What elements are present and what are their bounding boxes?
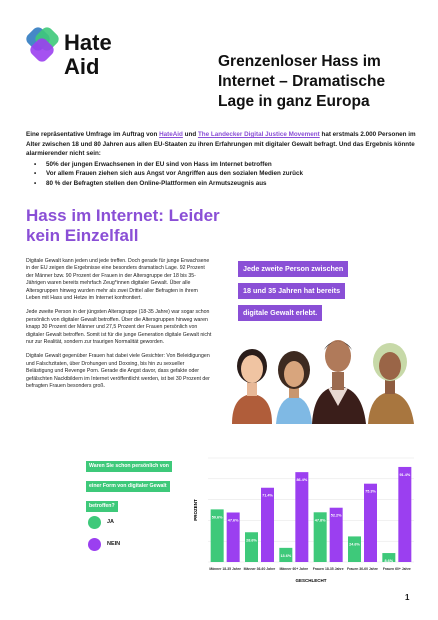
survey-question-line: einer Form von digitaler Gewalt (86, 481, 170, 492)
legend-label-nein: NEIN (107, 541, 121, 547)
hateaid-link[interactable]: HateAid (159, 131, 183, 138)
highlight-quote: Jede zweite Person zwischen 18 und 35 Ja… (238, 258, 358, 324)
person-1-illustration (232, 349, 272, 424)
chart-bar-ja (348, 536, 361, 562)
bar-value-label: 91.4% (399, 473, 410, 477)
bar-value-label: 52.2% (331, 514, 342, 518)
chart-bar-nein (261, 487, 274, 562)
person-4-illustration (368, 343, 414, 424)
chart-bar-nein (364, 483, 377, 562)
logo-line-1: Hate (64, 30, 112, 55)
bar-value-label: 47.6% (228, 518, 239, 522)
chart-bar-ja (382, 553, 396, 562)
people-illustration (232, 340, 414, 424)
chart-bar-nein (398, 466, 412, 562)
bar-value-label: 47.8% (315, 518, 326, 522)
bar-value-label: 24.6% (349, 542, 360, 546)
x-tick-label: Frauen 18-35 Jahre (313, 567, 344, 571)
survey-bar-chart: PROZENT 50.6% 47.6% Männer 18-35 Jahre 28.6%… (193, 457, 414, 583)
body-paragraph: Digitale Gewalt kann jeden und jede tref… (26, 258, 210, 302)
legend-item-nein: NEIN (88, 537, 120, 551)
legend-swatch-nein (88, 537, 101, 551)
person-3-illustration (312, 340, 366, 424)
chart-bar-ja (279, 547, 293, 562)
intro-bullet: Vor allem Frauen ziehen sich aus Angst v… (26, 169, 418, 179)
x-axis-label: GESCHLECHT (295, 578, 326, 583)
bar-value-label: 71.4% (262, 494, 273, 498)
intro-bullet: 50% der jungen Erwachsenen in der EU sin… (26, 160, 418, 170)
hateaid-logo-mark (26, 27, 59, 62)
legend-swatch-ja (88, 515, 101, 529)
chart-bar-ja (245, 532, 258, 562)
x-tick-label: Frauen 36-60 Jahre (347, 567, 378, 571)
survey-question: Waren Sie schon persönlich von einer For… (86, 454, 182, 514)
bar-value-label: 50.6% (212, 515, 223, 519)
page-headline: Grenzenloser Hass im Internet – Dramatis… (218, 53, 386, 110)
chart-bar-ja (313, 512, 327, 562)
bar-value-label: 86.4% (296, 478, 307, 482)
section-title: Hass im Internet: Leider kein Einzelfall (26, 206, 220, 245)
bar-value-label: 28.6% (246, 538, 257, 542)
page-number: 1 (405, 593, 410, 602)
y-axis-label: PROZENT (193, 499, 198, 521)
intro-text-1: Eine repräsentative Umfrage im Auftrag v… (26, 131, 160, 138)
body-text: Digitale Gewalt kann jeden und jede tref… (26, 258, 212, 398)
intro-paragraph: Eine repräsentative Umfrage im Auftrag v… (26, 130, 418, 189)
intro-text-2: und (182, 131, 198, 138)
landecker-link[interactable]: The Landecker Digital Justice Movement (197, 131, 320, 138)
quote-line: Jede zweite Person zwischen (238, 261, 349, 277)
chart-bar-nein (295, 472, 309, 562)
x-tick-label: Männer 60+ Jahre (279, 567, 308, 571)
survey-question-line: Waren Sie schon persönlich von (86, 461, 172, 472)
person-2-illustration (276, 351, 312, 424)
logo-wordmark: Hate Aid (64, 31, 112, 79)
x-tick-label: Frauen 60+ Jahre (383, 567, 411, 571)
legend-label-ja: JA (107, 519, 115, 525)
intro-bullet-list: 50% der jungen Erwachsenen in der EU sin… (26, 160, 418, 189)
bar-value-label: 13.6% (280, 554, 291, 558)
quote-line: digitale Gewalt erlebt. (238, 305, 323, 321)
intro-text-3: hat erstmals 2.000 Personen im Alter zwi… (26, 131, 416, 158)
intro-bullet: 80 % der Befragten stellen den Online-Pl… (26, 179, 418, 189)
bar-value-label: 8.6% (385, 559, 394, 563)
logo-line-2: Aid (64, 54, 100, 79)
x-tick-label: Männer 36-60 Jahre (244, 567, 276, 571)
bar-value-label: 75.3% (365, 490, 376, 494)
survey-question-line: betroffen? (86, 501, 118, 512)
chart-bar-nein (226, 512, 240, 562)
chart-legend: JA NEIN (88, 515, 120, 559)
body-paragraph: Jede zweite Person in der jüngsten Alter… (26, 309, 212, 346)
quote-line: 18 und 35 Jahren hat bereits (238, 283, 346, 299)
chart-bar-nein (329, 507, 343, 562)
x-tick-label: Männer 18-35 Jahre (209, 567, 241, 571)
hateaid-logo: Hate Aid (26, 27, 126, 83)
body-paragraph: Digitale Gewalt gegenüber Frauen hat dab… (26, 353, 210, 390)
chart-bar-ja (210, 509, 224, 562)
legend-item-ja: JA (88, 515, 120, 529)
